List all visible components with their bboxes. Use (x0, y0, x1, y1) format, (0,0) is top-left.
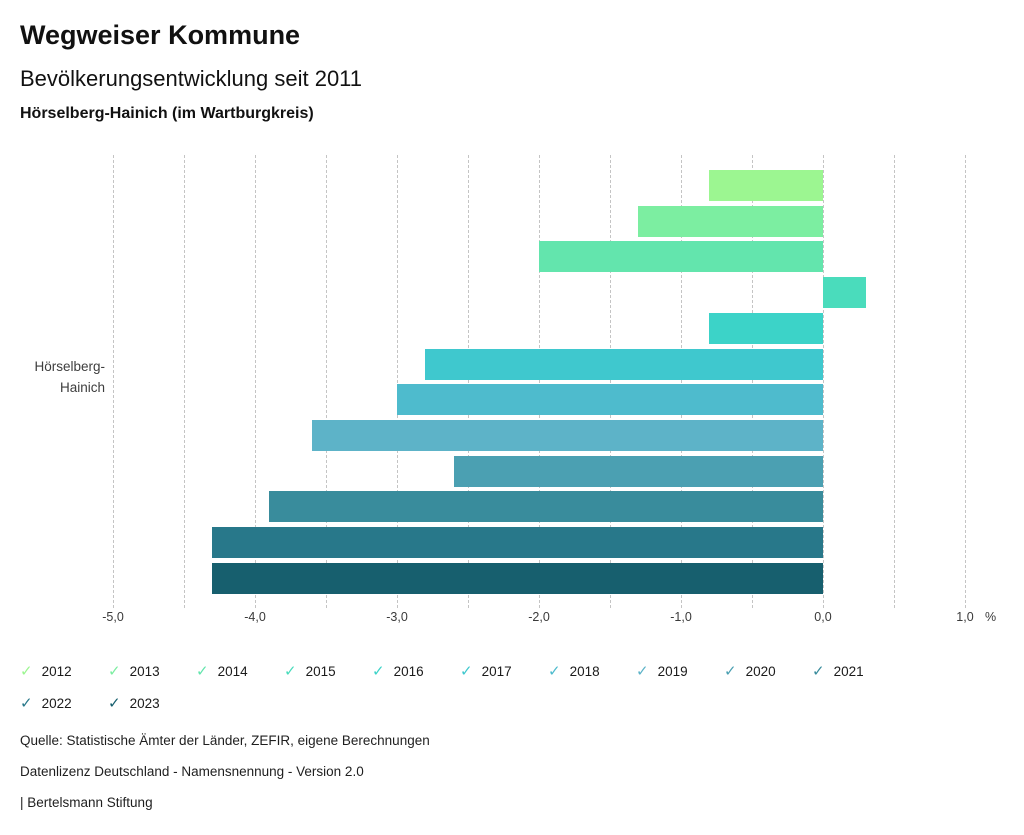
legend-item-2017[interactable]: ✓ 2017 (460, 661, 548, 682)
gridline (965, 155, 966, 608)
bar-2021[interactable] (269, 491, 823, 523)
check-icon: ✓ (20, 663, 33, 680)
gridline (610, 155, 611, 608)
x-tick-label: -4,0 (244, 610, 266, 624)
gridline (752, 155, 753, 608)
bar-2022[interactable] (212, 527, 823, 558)
category-line-2: Hainich (59, 380, 105, 395)
check-icon: ✓ (108, 663, 121, 680)
legend-item-2016[interactable]: ✓ 2016 (372, 661, 460, 682)
chart-title: Bevölkerungsentwicklung seit 2011 (20, 66, 363, 91)
gridline (255, 155, 256, 608)
legend-year-label: 2019 (657, 664, 688, 679)
gridline (397, 155, 398, 608)
gridline (326, 155, 327, 608)
x-tick-label: -2,0 (528, 610, 550, 624)
license-note: Datenlizenz Deutschland - Namensnennung … (20, 764, 364, 779)
gridline (113, 155, 114, 608)
attribution-note: | Bertelsmann Stiftung (20, 795, 153, 810)
bar-2016[interactable] (709, 312, 823, 344)
check-icon: ✓ (548, 663, 561, 680)
x-axis: -5,0 -4,0 -3,0 -2,0 -1,0 0,0 1,0 (0, 610, 1024, 626)
legend-item-2018[interactable]: ✓ 2018 (548, 661, 636, 682)
legend: ✓ 2012 ✓ 2013 ✓ 2014 ✓ 2015 ✓ 2016 ✓ 2017 ✓ 2018 ✓ 2019… (20, 661, 940, 714)
bar-2019[interactable] (311, 419, 823, 451)
gridline (894, 155, 895, 608)
check-icon: ✓ (460, 663, 473, 680)
legend-item-2013[interactable]: ✓ 2013 (108, 661, 196, 682)
source-note: Quelle: Statistische Ämter der Länder, Z… (20, 733, 430, 748)
app-title: Wegweiser Kommune (20, 20, 301, 50)
check-icon: ✓ (636, 663, 649, 680)
legend-year-label: 2013 (129, 664, 160, 679)
bar-2013[interactable] (638, 205, 823, 237)
legend-year-label: 2016 (393, 664, 424, 679)
y-axis-category-label: Hörselberg- Hainich (0, 356, 105, 398)
bar-2023[interactable] (212, 562, 823, 594)
legend-item-2019[interactable]: ✓ 2019 (636, 661, 724, 682)
bar-2012[interactable] (709, 170, 823, 201)
legend-year-label: 2018 (569, 664, 600, 679)
legend-year-label: 2015 (305, 664, 336, 679)
check-icon: ✓ (196, 663, 209, 680)
legend-year-label: 2012 (41, 664, 72, 679)
bar-2014[interactable] (539, 241, 823, 273)
legend-item-2020[interactable]: ✓ 2020 (724, 661, 812, 682)
x-tick-label: -3,0 (386, 610, 408, 624)
bar-2015[interactable] (823, 277, 866, 309)
legend-item-2021[interactable]: ✓ 2021 (812, 661, 900, 682)
plot-area (113, 155, 966, 608)
gridline (184, 155, 185, 608)
check-icon: ✓ (284, 663, 297, 680)
legend-item-2014[interactable]: ✓ 2014 (196, 661, 284, 682)
gridline (539, 155, 540, 608)
legend-year-label: 2014 (217, 664, 248, 679)
legend-item-2015[interactable]: ✓ 2015 (284, 661, 372, 682)
legend-year-label: 2017 (481, 664, 512, 679)
check-icon: ✓ (812, 663, 825, 680)
x-tick-label: -5,0 (102, 610, 124, 624)
x-tick-label: -1,0 (670, 610, 692, 624)
bar-2020[interactable] (453, 455, 823, 487)
category-line-1: Hörselberg- (34, 359, 105, 374)
check-icon: ✓ (108, 695, 121, 712)
legend-year-label: 2020 (745, 664, 776, 679)
bar-2017[interactable] (425, 348, 823, 380)
legend-item-2023[interactable]: ✓ 2023 (108, 693, 196, 714)
legend-year-label: 2022 (41, 696, 72, 711)
gridline (468, 155, 469, 608)
gridline (681, 155, 682, 608)
bar-2018[interactable] (397, 384, 823, 416)
check-icon: ✓ (20, 695, 33, 712)
check-icon: ✓ (372, 663, 385, 680)
check-icon: ✓ (724, 663, 737, 680)
legend-item-2022[interactable]: ✓ 2022 (20, 693, 108, 714)
legend-item-2012[interactable]: ✓ 2012 (20, 661, 108, 682)
x-axis-unit-label: % (985, 610, 997, 624)
gridline (823, 155, 824, 608)
x-tick-label: 1,0 (956, 610, 974, 624)
legend-year-label: 2021 (833, 664, 864, 679)
region-subtitle: Hörselberg-Hainich (im Wartburgkreis) (20, 105, 314, 122)
x-tick-label: 0,0 (814, 610, 832, 624)
legend-year-label: 2023 (129, 696, 160, 711)
